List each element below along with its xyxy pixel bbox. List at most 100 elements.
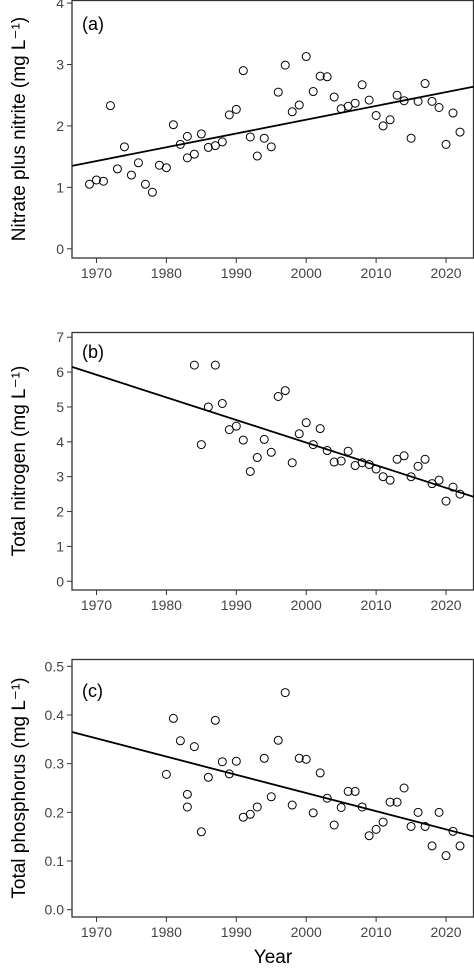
x-tick-label: 2020 bbox=[430, 924, 461, 940]
data-point bbox=[259, 434, 269, 444]
data-point bbox=[357, 80, 367, 90]
x-tick-label: 2020 bbox=[430, 265, 461, 281]
data-point bbox=[441, 496, 451, 506]
data-point bbox=[399, 451, 409, 461]
plot-frame bbox=[71, 658, 474, 918]
data-point bbox=[112, 164, 122, 174]
y-tick-label: 5 bbox=[56, 399, 64, 415]
data-point bbox=[308, 808, 318, 818]
x-tick-label: 2010 bbox=[361, 597, 392, 613]
data-point bbox=[315, 424, 325, 434]
data-point bbox=[245, 466, 255, 476]
y-axis-title: Nitrate plus nitrite (mg L⁻¹) bbox=[9, 17, 30, 241]
x-axis-title: Year bbox=[254, 947, 293, 968]
y-tick-label: 0.1 bbox=[45, 853, 65, 869]
x-tick-label: 1980 bbox=[151, 597, 182, 613]
x-tick-label: 1980 bbox=[151, 265, 182, 281]
data-point bbox=[301, 52, 311, 62]
data-point bbox=[448, 108, 458, 118]
data-point bbox=[217, 757, 227, 767]
x-tick-label: 2020 bbox=[430, 597, 461, 613]
data-point bbox=[455, 127, 465, 137]
data-point bbox=[315, 71, 325, 81]
y-tick-label: 1 bbox=[56, 538, 64, 554]
data-point bbox=[406, 821, 416, 831]
x-tick-label: 1970 bbox=[81, 265, 112, 281]
panel-label: (a) bbox=[82, 14, 104, 34]
panel-3: 0.0 0.1 0.2 0.3 0.4 0.5 1970 1980 1990 2000 2010 20… bbox=[9, 658, 474, 968]
data-point bbox=[189, 742, 199, 752]
y-tick-label: 0.4 bbox=[45, 707, 65, 723]
data-point bbox=[266, 142, 276, 152]
data-point bbox=[210, 141, 220, 151]
y-tick-label: 0.3 bbox=[45, 756, 65, 772]
data-point bbox=[266, 792, 276, 802]
data-point bbox=[182, 802, 192, 812]
x-tick-label: 2000 bbox=[291, 924, 322, 940]
data-point bbox=[343, 786, 353, 796]
data-point bbox=[434, 475, 444, 485]
data-point bbox=[371, 110, 381, 120]
y-tick-label: 4 bbox=[56, 0, 64, 11]
data-point bbox=[392, 454, 402, 464]
data-point bbox=[189, 149, 199, 159]
data-point bbox=[189, 360, 199, 370]
data-point bbox=[350, 786, 360, 796]
data-point bbox=[126, 170, 136, 180]
data-point bbox=[238, 435, 248, 445]
data-point bbox=[224, 425, 234, 435]
data-point bbox=[161, 769, 171, 779]
data-point bbox=[420, 821, 430, 831]
data-point bbox=[378, 121, 388, 131]
y-tick-label: 0.5 bbox=[45, 658, 65, 674]
data-point bbox=[210, 360, 220, 370]
data-point bbox=[217, 137, 227, 147]
data-point bbox=[427, 479, 437, 489]
y-tick-label: 0.0 bbox=[45, 902, 65, 918]
data-point bbox=[231, 421, 241, 431]
data-point bbox=[259, 133, 269, 143]
trend-line bbox=[71, 731, 474, 838]
data-point bbox=[441, 851, 451, 861]
x-tick-label: 2000 bbox=[291, 265, 322, 281]
data-point bbox=[175, 736, 185, 746]
x-tick-label: 2000 bbox=[291, 597, 322, 613]
data-point bbox=[406, 472, 416, 482]
data-point bbox=[350, 98, 360, 108]
y-tick-label: 2 bbox=[56, 118, 64, 134]
data-point bbox=[315, 768, 325, 778]
data-point bbox=[280, 688, 290, 698]
trend-line bbox=[71, 366, 474, 498]
data-point bbox=[133, 158, 143, 168]
data-point bbox=[455, 841, 465, 851]
data-point bbox=[364, 95, 374, 105]
x-tick-label: 2010 bbox=[361, 924, 392, 940]
data-point bbox=[252, 802, 262, 812]
y-tick-label: 7 bbox=[56, 329, 64, 345]
x-tick-label: 1980 bbox=[151, 924, 182, 940]
data-point bbox=[196, 129, 206, 139]
data-point bbox=[119, 142, 129, 152]
data-point bbox=[336, 456, 346, 466]
data-point bbox=[287, 800, 297, 810]
data-point bbox=[287, 107, 297, 117]
data-point bbox=[203, 142, 213, 152]
data-point bbox=[91, 175, 101, 185]
data-point bbox=[266, 447, 276, 457]
data-point bbox=[448, 826, 458, 836]
data-point bbox=[217, 398, 227, 408]
data-point bbox=[301, 754, 311, 764]
data-point bbox=[308, 440, 318, 450]
data-point bbox=[441, 139, 451, 149]
data-point bbox=[336, 802, 346, 812]
y-tick-label: 3 bbox=[56, 469, 64, 485]
data-point bbox=[301, 418, 311, 428]
data-point bbox=[385, 115, 395, 125]
x-tick-label: 2010 bbox=[361, 265, 392, 281]
data-point bbox=[385, 797, 395, 807]
data-point bbox=[413, 807, 423, 817]
trend-line bbox=[71, 85, 474, 167]
data-point bbox=[98, 176, 108, 186]
data-point bbox=[196, 440, 206, 450]
